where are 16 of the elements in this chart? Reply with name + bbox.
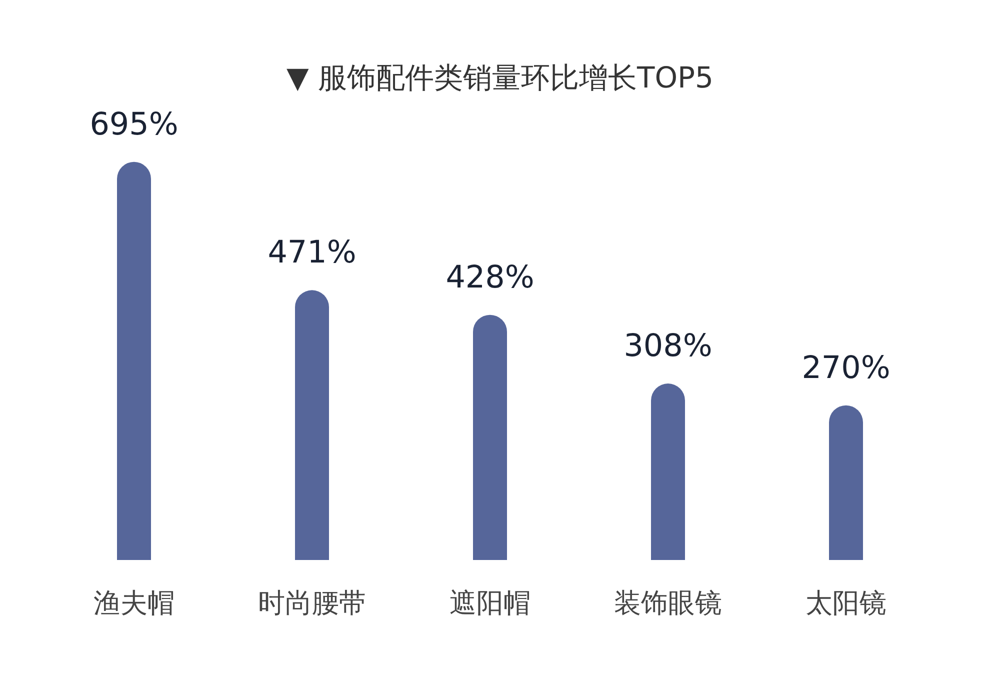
- data-label: 695%: [90, 106, 178, 142]
- data-label: 428%: [446, 259, 534, 296]
- bar: [117, 162, 151, 560]
- x-tick-label: 装饰眼镜: [614, 588, 722, 619]
- x-tick-label: 遮阳帽: [450, 588, 530, 619]
- data-label: 270%: [802, 350, 890, 386]
- x-tick-label: 太阳镜: [806, 588, 886, 619]
- x-tick-label: 渔夫帽: [94, 588, 174, 619]
- data-label: 308%: [624, 328, 712, 364]
- bar: [829, 405, 863, 560]
- x-tick-label: 时尚腰带: [258, 588, 366, 619]
- data-label: 471%: [268, 234, 356, 271]
- chart-title: ▼ 服饰配件类销量环比增长TOP5: [286, 60, 714, 94]
- bar: [473, 314, 507, 560]
- bar: [651, 384, 685, 560]
- bar: [295, 290, 329, 560]
